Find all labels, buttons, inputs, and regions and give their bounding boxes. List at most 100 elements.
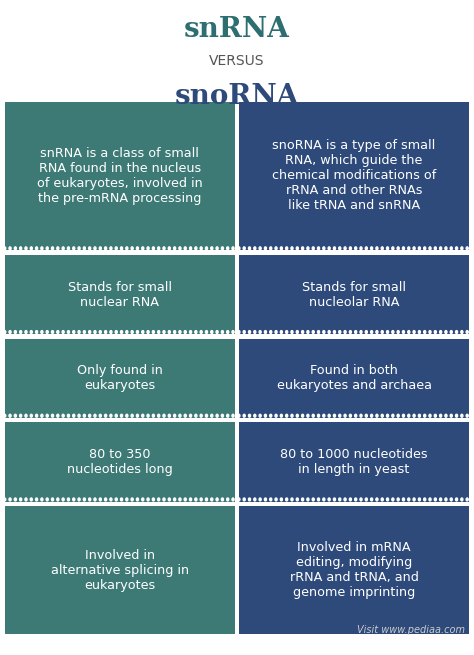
Circle shape bbox=[365, 415, 367, 417]
Circle shape bbox=[158, 247, 160, 250]
Circle shape bbox=[355, 331, 357, 333]
Circle shape bbox=[131, 247, 133, 250]
Circle shape bbox=[78, 498, 80, 501]
Circle shape bbox=[461, 498, 463, 501]
Circle shape bbox=[110, 331, 112, 333]
Circle shape bbox=[434, 498, 437, 501]
Circle shape bbox=[328, 498, 330, 501]
Circle shape bbox=[227, 331, 229, 333]
Circle shape bbox=[402, 498, 404, 501]
Circle shape bbox=[424, 415, 426, 417]
Circle shape bbox=[280, 247, 283, 250]
Circle shape bbox=[445, 415, 447, 417]
Circle shape bbox=[52, 415, 54, 417]
Text: Visit www.pediaa.com: Visit www.pediaa.com bbox=[356, 626, 465, 635]
Circle shape bbox=[173, 247, 176, 250]
Circle shape bbox=[434, 331, 437, 333]
Circle shape bbox=[57, 415, 59, 417]
Circle shape bbox=[67, 415, 70, 417]
Circle shape bbox=[344, 247, 346, 250]
Circle shape bbox=[296, 498, 298, 501]
Circle shape bbox=[365, 498, 367, 501]
Circle shape bbox=[381, 331, 383, 333]
Circle shape bbox=[62, 498, 64, 501]
Circle shape bbox=[248, 247, 251, 250]
Circle shape bbox=[78, 247, 80, 250]
Circle shape bbox=[344, 331, 346, 333]
Circle shape bbox=[41, 331, 43, 333]
Circle shape bbox=[94, 415, 96, 417]
Circle shape bbox=[328, 331, 330, 333]
Circle shape bbox=[4, 247, 6, 250]
Circle shape bbox=[147, 498, 149, 501]
Circle shape bbox=[4, 498, 6, 501]
Circle shape bbox=[371, 331, 373, 333]
Circle shape bbox=[120, 247, 123, 250]
Circle shape bbox=[371, 247, 373, 250]
Circle shape bbox=[163, 415, 165, 417]
Circle shape bbox=[397, 331, 399, 333]
Circle shape bbox=[99, 415, 101, 417]
Circle shape bbox=[142, 247, 144, 250]
Circle shape bbox=[105, 415, 107, 417]
Circle shape bbox=[216, 498, 218, 501]
Circle shape bbox=[355, 247, 357, 250]
Circle shape bbox=[227, 247, 229, 250]
Circle shape bbox=[419, 247, 420, 250]
Circle shape bbox=[89, 247, 91, 250]
Circle shape bbox=[461, 247, 463, 250]
Circle shape bbox=[62, 415, 64, 417]
Circle shape bbox=[57, 247, 59, 250]
Circle shape bbox=[408, 415, 410, 417]
Circle shape bbox=[360, 498, 362, 501]
Circle shape bbox=[402, 331, 404, 333]
Circle shape bbox=[456, 415, 457, 417]
Circle shape bbox=[461, 331, 463, 333]
Text: Involved in
alternative splicing in
eukaryotes: Involved in alternative splicing in euka… bbox=[51, 549, 189, 591]
Circle shape bbox=[318, 498, 319, 501]
Circle shape bbox=[36, 247, 37, 250]
Circle shape bbox=[376, 498, 378, 501]
Circle shape bbox=[227, 498, 229, 501]
Circle shape bbox=[424, 331, 426, 333]
Circle shape bbox=[89, 331, 91, 333]
Circle shape bbox=[259, 498, 261, 501]
Circle shape bbox=[445, 331, 447, 333]
Circle shape bbox=[312, 247, 314, 250]
Circle shape bbox=[211, 331, 213, 333]
Circle shape bbox=[232, 331, 234, 333]
Circle shape bbox=[211, 415, 213, 417]
Circle shape bbox=[211, 498, 213, 501]
Circle shape bbox=[216, 331, 218, 333]
Circle shape bbox=[190, 331, 191, 333]
Circle shape bbox=[195, 498, 197, 501]
Circle shape bbox=[386, 415, 389, 417]
Circle shape bbox=[179, 498, 181, 501]
Circle shape bbox=[131, 415, 133, 417]
Circle shape bbox=[195, 415, 197, 417]
Circle shape bbox=[376, 415, 378, 417]
Circle shape bbox=[168, 247, 170, 250]
Circle shape bbox=[466, 247, 468, 250]
Circle shape bbox=[323, 331, 325, 333]
Circle shape bbox=[434, 415, 437, 417]
Circle shape bbox=[163, 331, 165, 333]
Circle shape bbox=[339, 415, 341, 417]
Circle shape bbox=[381, 247, 383, 250]
Circle shape bbox=[365, 331, 367, 333]
Circle shape bbox=[168, 498, 170, 501]
Circle shape bbox=[221, 415, 223, 417]
Circle shape bbox=[105, 498, 107, 501]
Circle shape bbox=[424, 247, 426, 250]
Circle shape bbox=[312, 498, 314, 501]
Circle shape bbox=[456, 498, 457, 501]
Circle shape bbox=[424, 498, 426, 501]
Circle shape bbox=[99, 331, 101, 333]
Circle shape bbox=[137, 331, 138, 333]
Circle shape bbox=[275, 498, 277, 501]
Circle shape bbox=[19, 331, 22, 333]
Circle shape bbox=[142, 415, 144, 417]
Circle shape bbox=[243, 498, 245, 501]
Circle shape bbox=[211, 247, 213, 250]
Circle shape bbox=[173, 415, 176, 417]
